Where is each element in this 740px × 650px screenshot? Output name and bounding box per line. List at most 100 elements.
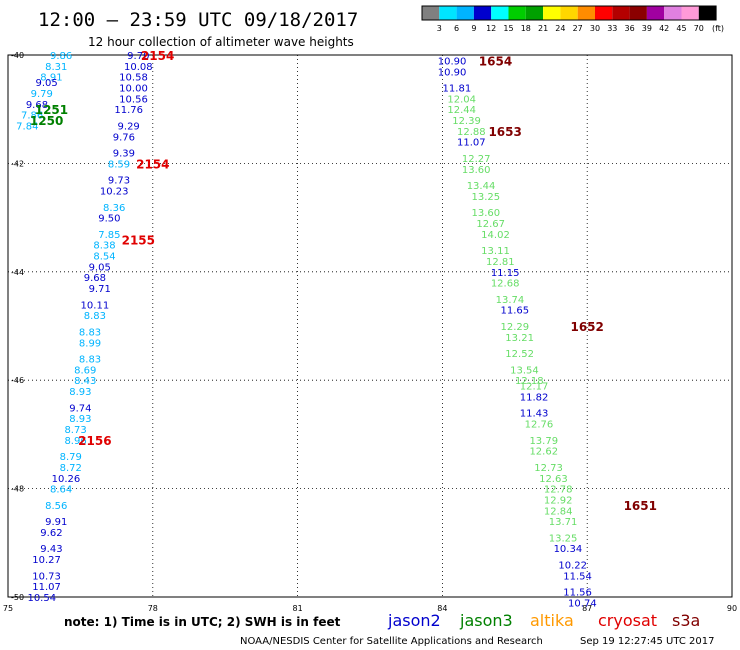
swh-value-label: 9.91: [45, 517, 67, 528]
axis-ticks: 75 78 81 84 87 90 -40 -42 -44 -46 -48 -50: [3, 51, 737, 613]
swh-value-label: 8.83: [79, 327, 101, 338]
swh-value-label: 11.07: [457, 138, 486, 149]
swh-value-label: 13.60: [462, 165, 491, 176]
swh-value-label: 13.60: [472, 208, 501, 219]
swh-value-label: 12.88: [457, 127, 486, 138]
y-tick-label: -50: [11, 593, 24, 602]
swh-value-label: 12.29: [500, 322, 529, 333]
colorbar-label: 39: [642, 24, 652, 33]
swh-value-label: 8.96: [64, 436, 86, 447]
time-label: 1652: [570, 320, 603, 334]
colorbar-label: 27: [573, 24, 583, 33]
swh-value-label: 8.38: [93, 241, 115, 252]
swh-value-label: 12.62: [529, 447, 558, 458]
colorbar-swatch: [422, 6, 440, 20]
swh-value-label: 13.21: [505, 333, 534, 344]
colorbar-label: 33: [607, 24, 617, 33]
swh-value-label: 7.84: [16, 121, 38, 132]
swh-value-label: 11.81: [443, 84, 472, 95]
x-tick-label: 84: [437, 604, 447, 613]
swh-value-label: 8.72: [60, 463, 82, 474]
swh-value-label: 12.84: [544, 506, 573, 517]
x-tick-label: 90: [727, 604, 737, 613]
colorbar-swatch: [577, 6, 595, 20]
colorbar-swatch: [543, 6, 561, 20]
time-label: 1651: [624, 499, 657, 513]
timestamp-text: Sep 19 12:27:45 UTC 2017: [580, 636, 714, 647]
swh-value-label: 10.23: [100, 187, 129, 198]
x-tick-label: 75: [3, 604, 13, 613]
swh-value-label: 10.90: [438, 56, 467, 67]
swh-value-label: 10.00: [119, 84, 148, 95]
swh-value-label: 7.86: [21, 111, 43, 122]
swh-value-label: 11.65: [500, 306, 529, 317]
swh-value-label: 10.22: [558, 560, 587, 571]
swh-value-label: 11.43: [520, 409, 549, 420]
swh-value-label: 10.58: [119, 73, 148, 84]
swh-value-label: 11.15: [491, 268, 520, 279]
swh-value-label: 8.36: [103, 203, 125, 214]
swh-value-label: 9.05: [89, 262, 111, 273]
swh-value-label: 12.44: [447, 105, 476, 116]
swh-value-label: 10.27: [32, 555, 61, 566]
colorbar-swatch: [612, 6, 630, 20]
footnote: note: 1) Time is in UTC; 2) SWH is in fe…: [64, 615, 341, 629]
swh-value-label: 12.67: [476, 219, 505, 230]
colorbar-swatch: [439, 6, 457, 20]
y-tick-label: -48: [11, 485, 24, 494]
swh-value-label: 9.71: [89, 284, 111, 295]
time-label: 1653: [488, 125, 521, 139]
colorbar-swatch: [646, 6, 665, 20]
legend-cryosat: cryosat: [598, 611, 657, 630]
colorbar-swatch: [456, 6, 474, 20]
colorbar-unit: (ft): [712, 24, 724, 33]
legend-jason2: jason2: [387, 611, 441, 630]
swh-value-label: 9.86: [50, 51, 72, 62]
swh-value-label: 13.74: [496, 295, 525, 306]
swh-value-label: 11.54: [563, 571, 592, 582]
swh-value-label: 11.56: [563, 588, 592, 599]
swh-value-label: 12.17: [520, 382, 549, 393]
swh-value-label: 9.79: [31, 89, 53, 100]
swh-value-label: 10.74: [568, 598, 597, 609]
swh-value-label: 9.05: [35, 78, 57, 89]
swh-value-label: 8.93: [69, 414, 91, 425]
swh-value-label: 10.90: [438, 67, 467, 78]
credit-text: NOAA/NESDIS Center for Satellite Applica…: [240, 636, 543, 647]
colorbar-swatch: [698, 6, 717, 20]
swh-value-label: 13.71: [549, 517, 578, 528]
y-tick-label: -40: [11, 51, 24, 60]
colorbar-swatch: [473, 6, 492, 20]
x-tick-label: 81: [293, 604, 303, 613]
plot-frame: [7, 54, 733, 598]
swh-value-label: 10.54: [27, 593, 56, 604]
swh-value-label: 8.91: [40, 73, 62, 84]
time-label: 2154: [136, 157, 169, 171]
swh-value-label: 9.68: [84, 273, 106, 284]
swh-value-label: 9.68: [26, 100, 48, 111]
swh-value-label: 11.76: [114, 105, 143, 116]
swh-value-label: 9.39: [113, 149, 135, 160]
swh-value-label: 12.78: [544, 485, 573, 496]
colorbar-label: 45: [676, 24, 686, 33]
legend-jason3: jason3: [459, 611, 513, 630]
colorbar-label: 36: [625, 24, 635, 33]
swh-value-label: 13.44: [467, 181, 496, 192]
time-label: 2155: [122, 233, 155, 247]
colorbar-swatch: [629, 6, 647, 20]
swh-value-label: 9.74: [69, 403, 91, 414]
swh-value-label: 11.82: [520, 392, 549, 403]
colorbar-label: 12: [486, 24, 496, 33]
colorbar-swatch: [664, 6, 682, 20]
colorbar-label: 9: [471, 24, 476, 33]
plot-area: [7, 54, 733, 598]
swh-value-label: 11.07: [32, 582, 61, 593]
y-tick-label: -44: [11, 268, 24, 277]
colorbar-label: 18: [521, 24, 531, 33]
y-tick-label: -42: [11, 159, 24, 168]
x-tick-label: 78: [148, 604, 158, 613]
swh-value-label: 8.59: [108, 159, 130, 170]
satellite-legend: jason2 jason3 altika cryosat s3a: [387, 611, 700, 630]
swh-value-label: 12.04: [447, 94, 476, 105]
swh-value-label: 12.52: [505, 349, 534, 360]
